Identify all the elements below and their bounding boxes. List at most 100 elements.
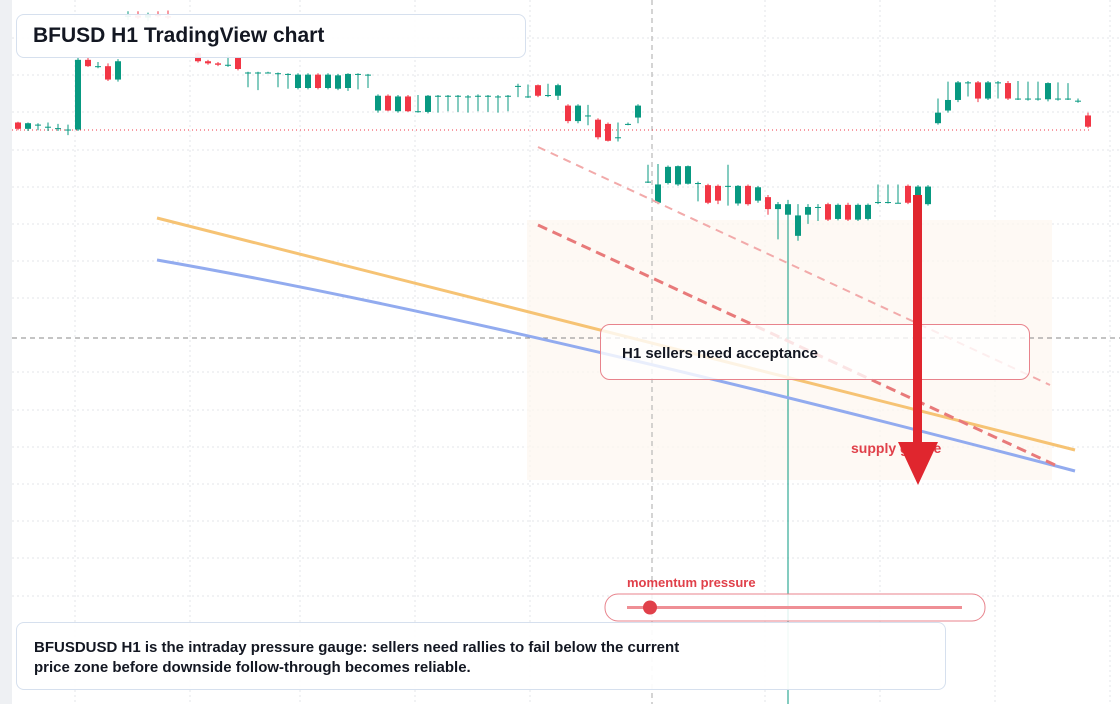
candle-body bbox=[65, 129, 71, 131]
candle-body bbox=[105, 66, 111, 80]
candle-body bbox=[965, 82, 971, 84]
candle-body bbox=[795, 215, 801, 236]
candle-body bbox=[935, 112, 941, 124]
candle-body bbox=[595, 119, 601, 138]
candle-body bbox=[605, 123, 611, 141]
candle-body bbox=[555, 85, 561, 96]
candle-body bbox=[15, 122, 21, 129]
gauge-label: supply gauge bbox=[851, 440, 942, 456]
candle-body bbox=[215, 63, 221, 65]
candle-body bbox=[725, 185, 731, 187]
momentum-label: momentum pressure bbox=[627, 575, 756, 590]
candle-body bbox=[645, 181, 651, 183]
candle-body bbox=[745, 185, 751, 205]
annotation-box: H1 sellers need acceptance bbox=[600, 324, 1030, 380]
candle-body bbox=[525, 96, 531, 98]
candle-body bbox=[335, 75, 341, 89]
candle-body bbox=[265, 72, 271, 74]
candle-body bbox=[115, 61, 121, 80]
candle-body bbox=[95, 66, 101, 68]
candle-body bbox=[735, 185, 741, 204]
candle-body bbox=[585, 115, 591, 117]
candle-body bbox=[655, 184, 661, 203]
candle-body bbox=[875, 202, 881, 204]
candle-body bbox=[925, 186, 931, 205]
candle-body bbox=[475, 95, 481, 97]
candle-body bbox=[545, 95, 551, 97]
candle-body bbox=[445, 95, 451, 97]
candle-body bbox=[975, 82, 981, 99]
candle-body bbox=[535, 85, 541, 96]
candle-body bbox=[405, 96, 411, 112]
candle-body bbox=[55, 128, 61, 130]
candle-body bbox=[705, 185, 711, 203]
candle-body bbox=[895, 202, 901, 204]
candle-body bbox=[815, 206, 821, 208]
candle-body bbox=[495, 96, 501, 98]
candle-body bbox=[255, 72, 261, 74]
candle-body bbox=[395, 96, 401, 112]
candle-body bbox=[915, 186, 921, 203]
candle-body bbox=[785, 204, 791, 215]
chart-title: BFUSD H1 TradingView chart bbox=[33, 24, 325, 47]
candle-body bbox=[425, 95, 431, 112]
candle-body bbox=[1065, 98, 1071, 100]
candle-body bbox=[885, 202, 891, 204]
candle-body bbox=[485, 95, 491, 97]
candle-body bbox=[775, 204, 781, 210]
candle-body bbox=[1015, 98, 1021, 100]
candle-body bbox=[345, 73, 351, 88]
left-strip bbox=[0, 0, 12, 704]
candle-body bbox=[845, 204, 851, 220]
candle-body bbox=[385, 95, 391, 111]
candle-body bbox=[355, 73, 361, 75]
candle-body bbox=[855, 204, 861, 220]
candle-body bbox=[615, 137, 621, 139]
candle-body bbox=[235, 57, 241, 69]
caption: BFUSDUSD H1 is the intraday pressure gau… bbox=[34, 639, 680, 676]
candle-body bbox=[1075, 100, 1081, 102]
candle-body bbox=[1035, 98, 1041, 100]
candle-body bbox=[1055, 98, 1061, 100]
candle-body bbox=[905, 185, 911, 203]
candle-body bbox=[805, 206, 811, 215]
candle-body bbox=[575, 105, 581, 122]
candle-body bbox=[955, 82, 961, 100]
candle-body bbox=[85, 59, 91, 67]
candle-body bbox=[665, 166, 671, 184]
candle-body bbox=[205, 61, 211, 64]
annotation: H1 sellers need acceptance bbox=[622, 345, 818, 362]
candle-body bbox=[1005, 83, 1011, 99]
candle-body bbox=[625, 123, 631, 125]
candle-body bbox=[635, 105, 641, 118]
candle-body bbox=[465, 96, 471, 98]
candle-body bbox=[225, 64, 231, 66]
candle-body bbox=[675, 166, 681, 185]
candles bbox=[15, 10, 1091, 704]
candle-body bbox=[315, 74, 321, 88]
candle-body bbox=[245, 72, 251, 74]
candle-body bbox=[565, 105, 571, 122]
candle-body bbox=[375, 95, 381, 111]
candle-body bbox=[515, 85, 521, 87]
candle-body bbox=[995, 82, 1001, 84]
candle-body bbox=[685, 166, 691, 184]
candle-body bbox=[25, 123, 31, 129]
candle-body bbox=[365, 74, 371, 76]
candle-body bbox=[45, 126, 51, 128]
candle-body bbox=[1085, 115, 1091, 127]
candle-body bbox=[985, 82, 991, 99]
candle-body bbox=[295, 74, 301, 88]
candle-body bbox=[765, 197, 771, 210]
candle-body bbox=[825, 204, 831, 220]
candle-body bbox=[75, 59, 81, 130]
candle-body bbox=[285, 73, 291, 75]
title-box: BFUSD H1 TradingView chart bbox=[16, 14, 526, 58]
candle-body bbox=[35, 124, 41, 126]
candle-body bbox=[305, 74, 311, 88]
candle-body bbox=[945, 99, 951, 111]
candle-body bbox=[455, 95, 461, 97]
candle-body bbox=[835, 204, 841, 219]
candle-body bbox=[1045, 83, 1051, 100]
candle-body bbox=[275, 73, 281, 75]
